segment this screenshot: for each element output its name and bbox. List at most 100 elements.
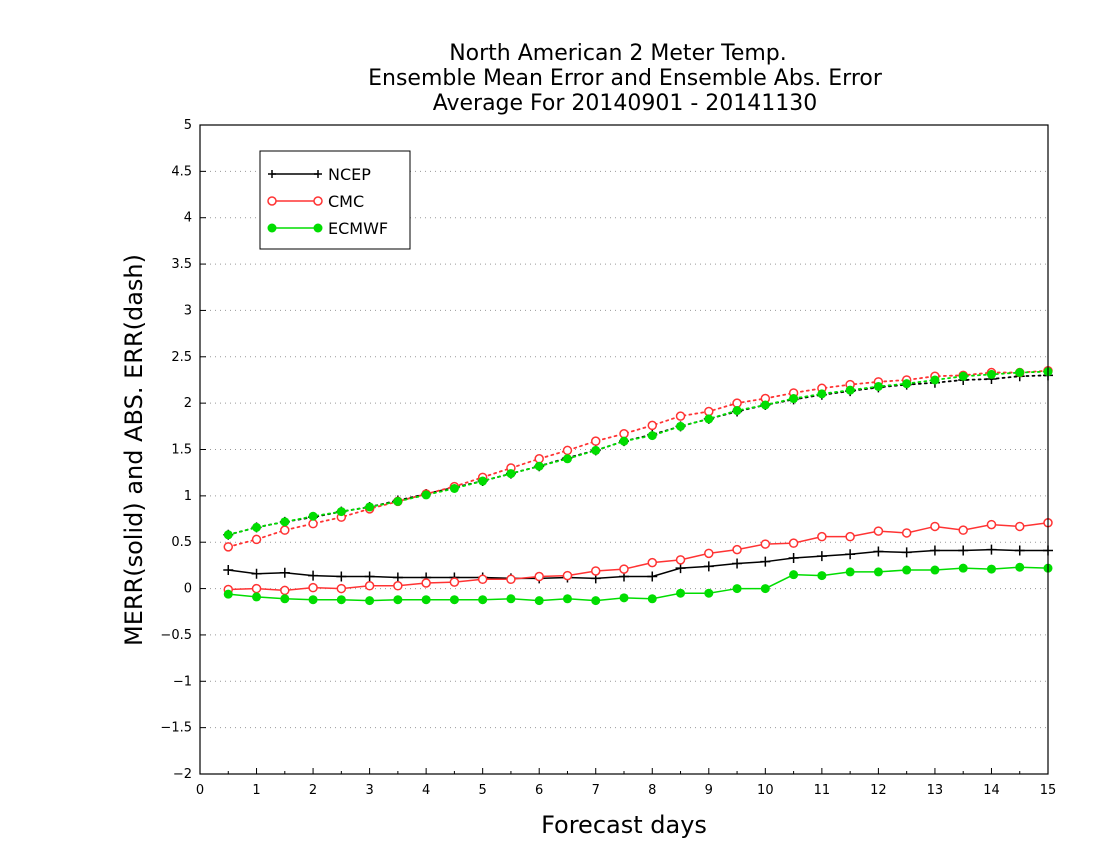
legend: NCEP CMC ECMWF [259, 150, 411, 250]
y-axis-ticks: −2 −1.5 −1 −0.5 0 0.5 1 1.5 2 2.5 3 3.5 4 4.5 5 [160, 118, 206, 782]
y-tick-label: 5 [184, 118, 192, 133]
ecmwf-abs-err-point [449, 483, 459, 493]
x-tick-label: 9 [705, 783, 713, 798]
ncep-merr-point [986, 544, 997, 555]
ecmwf-merr-point [280, 594, 290, 604]
ecmwf-abs-err-point [506, 469, 516, 479]
ecmwf-abs-err-point [789, 394, 799, 404]
legend-cmc-marker [267, 196, 277, 206]
cmc-abs-err-point [562, 445, 573, 456]
title-line-3: Average For 20140901 - 20141130 [433, 91, 818, 116]
ecmwf-merr-point [506, 594, 516, 604]
cmc-abs-err-point [223, 542, 234, 552]
x-tick-label: 2 [309, 783, 317, 798]
cmc-merr-point [449, 577, 460, 587]
x-tick-label: 10 [757, 783, 774, 798]
ecmwf-merr-point [676, 588, 686, 598]
x-tick-label: 5 [479, 783, 487, 798]
ecmwf-merr-point [449, 595, 459, 605]
cmc-merr-point [251, 583, 262, 594]
cmc-abs-err-point [704, 406, 714, 417]
cmc-merr-point [901, 528, 912, 538]
ncep-merr-point [958, 545, 969, 556]
ecmwf-merr-point [223, 589, 233, 599]
x-tick-label: 3 [365, 783, 373, 798]
y-tick-label: 3 [184, 303, 192, 318]
cmc-merr-point [393, 581, 403, 591]
x-tick-label: 12 [870, 783, 887, 798]
legend-label-cmc: CMC [328, 192, 364, 211]
cmc-abs-err-point [675, 411, 686, 421]
cmc-merr-point [619, 564, 629, 574]
ecmwf-abs-err-point [280, 517, 290, 527]
x-tick-label: 4 [422, 783, 430, 798]
y-tick-label: −1.5 [160, 721, 192, 736]
ecmwf-abs-err-point [873, 381, 883, 391]
ncep-merr-point [732, 558, 743, 569]
cmc-abs-err-point [732, 398, 742, 408]
ecmwf-merr-point [845, 567, 855, 577]
ecmwf-merr-point [562, 594, 572, 604]
ncep-merr-point [308, 570, 319, 581]
ecmwf-merr-point [704, 588, 714, 598]
x-tick-label: 8 [648, 783, 656, 798]
cmc-merr-point [280, 585, 290, 596]
ecmwf-merr-point [365, 596, 375, 606]
legend-ecmwf-marker [267, 223, 277, 233]
cmc-merr-point [704, 548, 714, 559]
ncep-merr-point [279, 567, 290, 578]
cmc-merr-point [336, 583, 347, 594]
legend-box [259, 150, 411, 250]
ecmwf-merr-point [308, 595, 318, 605]
cmc-abs-err-line [227, 369, 1049, 548]
y-tick-label: 1 [184, 489, 192, 504]
y-tick-label: −2 [173, 767, 192, 782]
ecmwf-abs-err-line [227, 370, 1049, 536]
ecmwf-merr-point [930, 565, 940, 575]
ecmwf-abs-err-point [676, 421, 686, 431]
cmc-merr-point [1014, 521, 1025, 532]
ncep-merr-point [364, 571, 375, 582]
cmc-abs-err-point [308, 518, 318, 529]
ncep-merr-point [392, 572, 403, 583]
cmc-merr-point [760, 539, 771, 549]
cmc-merr-point [562, 570, 573, 581]
ecmwf-merr-point [760, 584, 770, 594]
legend-ncep-marker [268, 170, 322, 178]
cmc-merr-point [873, 526, 884, 536]
cmc-abs-err-point [647, 420, 658, 431]
legend-ecmwf-marker [313, 223, 323, 233]
y-tick-label: 3.5 [171, 257, 192, 272]
x-tick-label: 1 [252, 783, 260, 798]
series-ecmwf [223, 367, 1053, 606]
ncep-merr-point [901, 547, 912, 558]
y-tick-label: −1 [173, 674, 192, 689]
ecmwf-merr-point [1015, 562, 1025, 572]
ecmwf-abs-err-point [760, 400, 770, 410]
x-tick-label: 15 [1040, 783, 1057, 798]
cmc-merr-point [364, 581, 375, 591]
cmc-abs-err-point [590, 436, 601, 446]
ncep-merr-point [675, 563, 686, 574]
cmc-merr-point [308, 582, 318, 593]
ecmwf-merr-point [534, 596, 544, 606]
x-axis-label: Forecast days [541, 811, 707, 839]
cmc-abs-err-point [251, 534, 262, 545]
y-tick-label: 2.5 [171, 350, 192, 365]
ecmwf-abs-err-point [591, 445, 601, 455]
title-line-2: Ensemble Mean Error and Ensemble Abs. Er… [368, 66, 883, 91]
y-tick-label: 4.5 [171, 164, 192, 179]
legend-label-ecmwf: ECMWF [328, 219, 388, 238]
ncep-merr-point [929, 545, 940, 556]
x-tick-label: 7 [592, 783, 600, 798]
y-tick-label: 1.5 [171, 443, 192, 458]
ecmwf-abs-err-point [902, 379, 912, 389]
x-tick-label: 14 [983, 783, 1000, 798]
ecmwf-abs-err-point [562, 454, 572, 464]
cmc-abs-err-point [534, 454, 544, 464]
ecmwf-merr-point [958, 563, 968, 573]
y-tick-label: −0.5 [160, 628, 192, 643]
y-tick-label: 2 [184, 396, 192, 411]
ecmwf-merr-point [393, 595, 403, 605]
x-tick-label: 0 [196, 783, 204, 798]
